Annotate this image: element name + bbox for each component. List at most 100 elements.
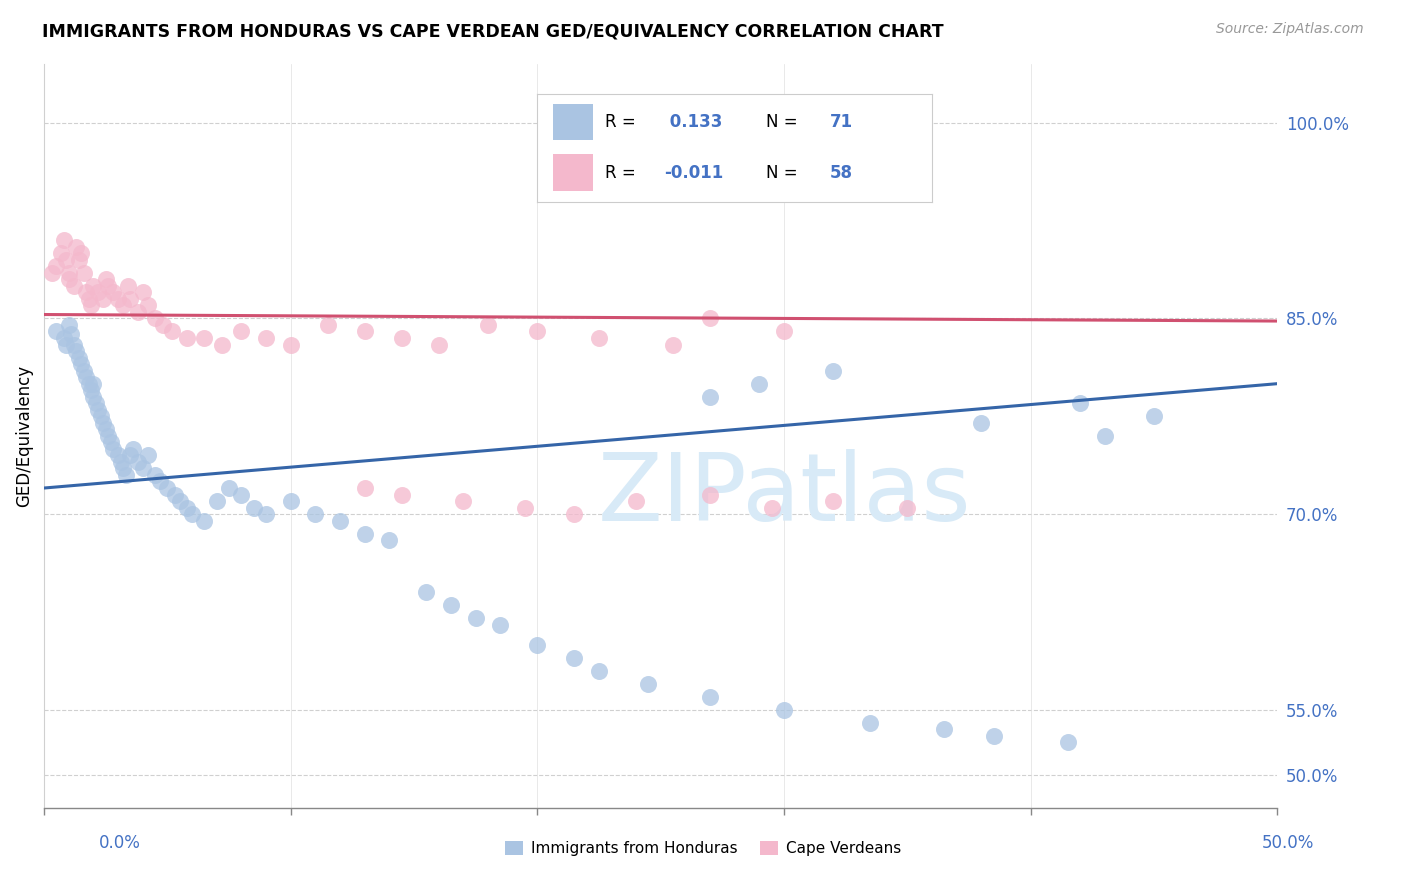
Point — [176, 331, 198, 345]
Point — [117, 278, 139, 293]
Point — [1056, 735, 1078, 749]
Point — [564, 650, 586, 665]
Point — [87, 285, 110, 300]
Point — [896, 500, 918, 515]
Point — [114, 467, 136, 482]
Point — [823, 363, 845, 377]
Text: ZIPatlas: ZIPatlas — [598, 450, 972, 541]
Point — [60, 327, 83, 342]
Legend: Immigrants from Honduras, Cape Verdeans: Immigrants from Honduras, Cape Verdeans — [499, 835, 907, 862]
Point — [62, 278, 84, 293]
Point — [254, 507, 277, 521]
Point — [45, 325, 67, 339]
Point — [934, 723, 956, 737]
Point — [72, 266, 94, 280]
Point — [122, 442, 145, 456]
Point — [80, 383, 103, 397]
Point — [859, 715, 882, 730]
Point — [231, 487, 253, 501]
Point — [526, 325, 548, 339]
Point — [1094, 429, 1116, 443]
Point — [65, 344, 87, 359]
Point — [101, 285, 124, 300]
Point — [77, 376, 100, 391]
Point — [353, 325, 375, 339]
Point — [329, 514, 352, 528]
Point — [97, 429, 120, 443]
Point — [193, 331, 215, 345]
Point — [110, 455, 132, 469]
Point — [112, 298, 135, 312]
Point — [637, 676, 659, 690]
Point — [699, 690, 721, 704]
Point — [773, 703, 796, 717]
Point — [662, 337, 685, 351]
Point — [149, 475, 172, 489]
Point — [489, 618, 512, 632]
Point — [72, 363, 94, 377]
Point — [280, 337, 302, 351]
Point — [58, 272, 80, 286]
Point — [193, 514, 215, 528]
Point — [127, 455, 149, 469]
Point — [82, 278, 104, 293]
Y-axis label: GED/Equivalency: GED/Equivalency — [15, 365, 32, 507]
Point — [748, 376, 770, 391]
Point — [427, 337, 450, 351]
Point — [391, 487, 413, 501]
Point — [254, 331, 277, 345]
Point — [699, 487, 721, 501]
Point — [80, 298, 103, 312]
Point — [70, 246, 93, 260]
Point — [243, 500, 266, 515]
Point — [970, 416, 993, 430]
Point — [773, 325, 796, 339]
Text: 0.0%: 0.0% — [98, 834, 141, 852]
Point — [564, 507, 586, 521]
Point — [112, 461, 135, 475]
Point — [52, 331, 75, 345]
Point — [205, 494, 228, 508]
Point — [280, 494, 302, 508]
Point — [588, 331, 610, 345]
Point — [84, 396, 107, 410]
Point — [132, 461, 155, 475]
Point — [91, 292, 114, 306]
Point — [1143, 409, 1166, 424]
Point — [62, 337, 84, 351]
Point — [391, 331, 413, 345]
Point — [218, 481, 240, 495]
Point — [152, 318, 174, 332]
Point — [55, 337, 77, 351]
Point — [67, 252, 90, 267]
Point — [82, 376, 104, 391]
Point — [45, 259, 67, 273]
Point — [624, 494, 647, 508]
Point — [464, 611, 486, 625]
Point — [107, 449, 129, 463]
Point — [526, 638, 548, 652]
Point — [67, 351, 90, 365]
Point — [51, 246, 73, 260]
Point — [41, 266, 63, 280]
Point — [127, 305, 149, 319]
Point — [181, 507, 204, 521]
Point — [176, 500, 198, 515]
Text: Source: ZipAtlas.com: Source: ZipAtlas.com — [1216, 22, 1364, 37]
Point — [55, 252, 77, 267]
Point — [87, 402, 110, 417]
Point — [453, 494, 475, 508]
Point — [304, 507, 326, 521]
Point — [77, 292, 100, 306]
Point — [513, 500, 536, 515]
Point — [132, 285, 155, 300]
Text: IMMIGRANTS FROM HONDURAS VS CAPE VERDEAN GED/EQUIVALENCY CORRELATION CHART: IMMIGRANTS FROM HONDURAS VS CAPE VERDEAN… — [42, 22, 943, 40]
Point — [75, 370, 97, 384]
Point — [1069, 396, 1091, 410]
Point — [101, 442, 124, 456]
Point — [163, 487, 186, 501]
Point — [120, 449, 142, 463]
Point — [378, 533, 401, 548]
Point — [477, 318, 499, 332]
Point — [136, 449, 159, 463]
